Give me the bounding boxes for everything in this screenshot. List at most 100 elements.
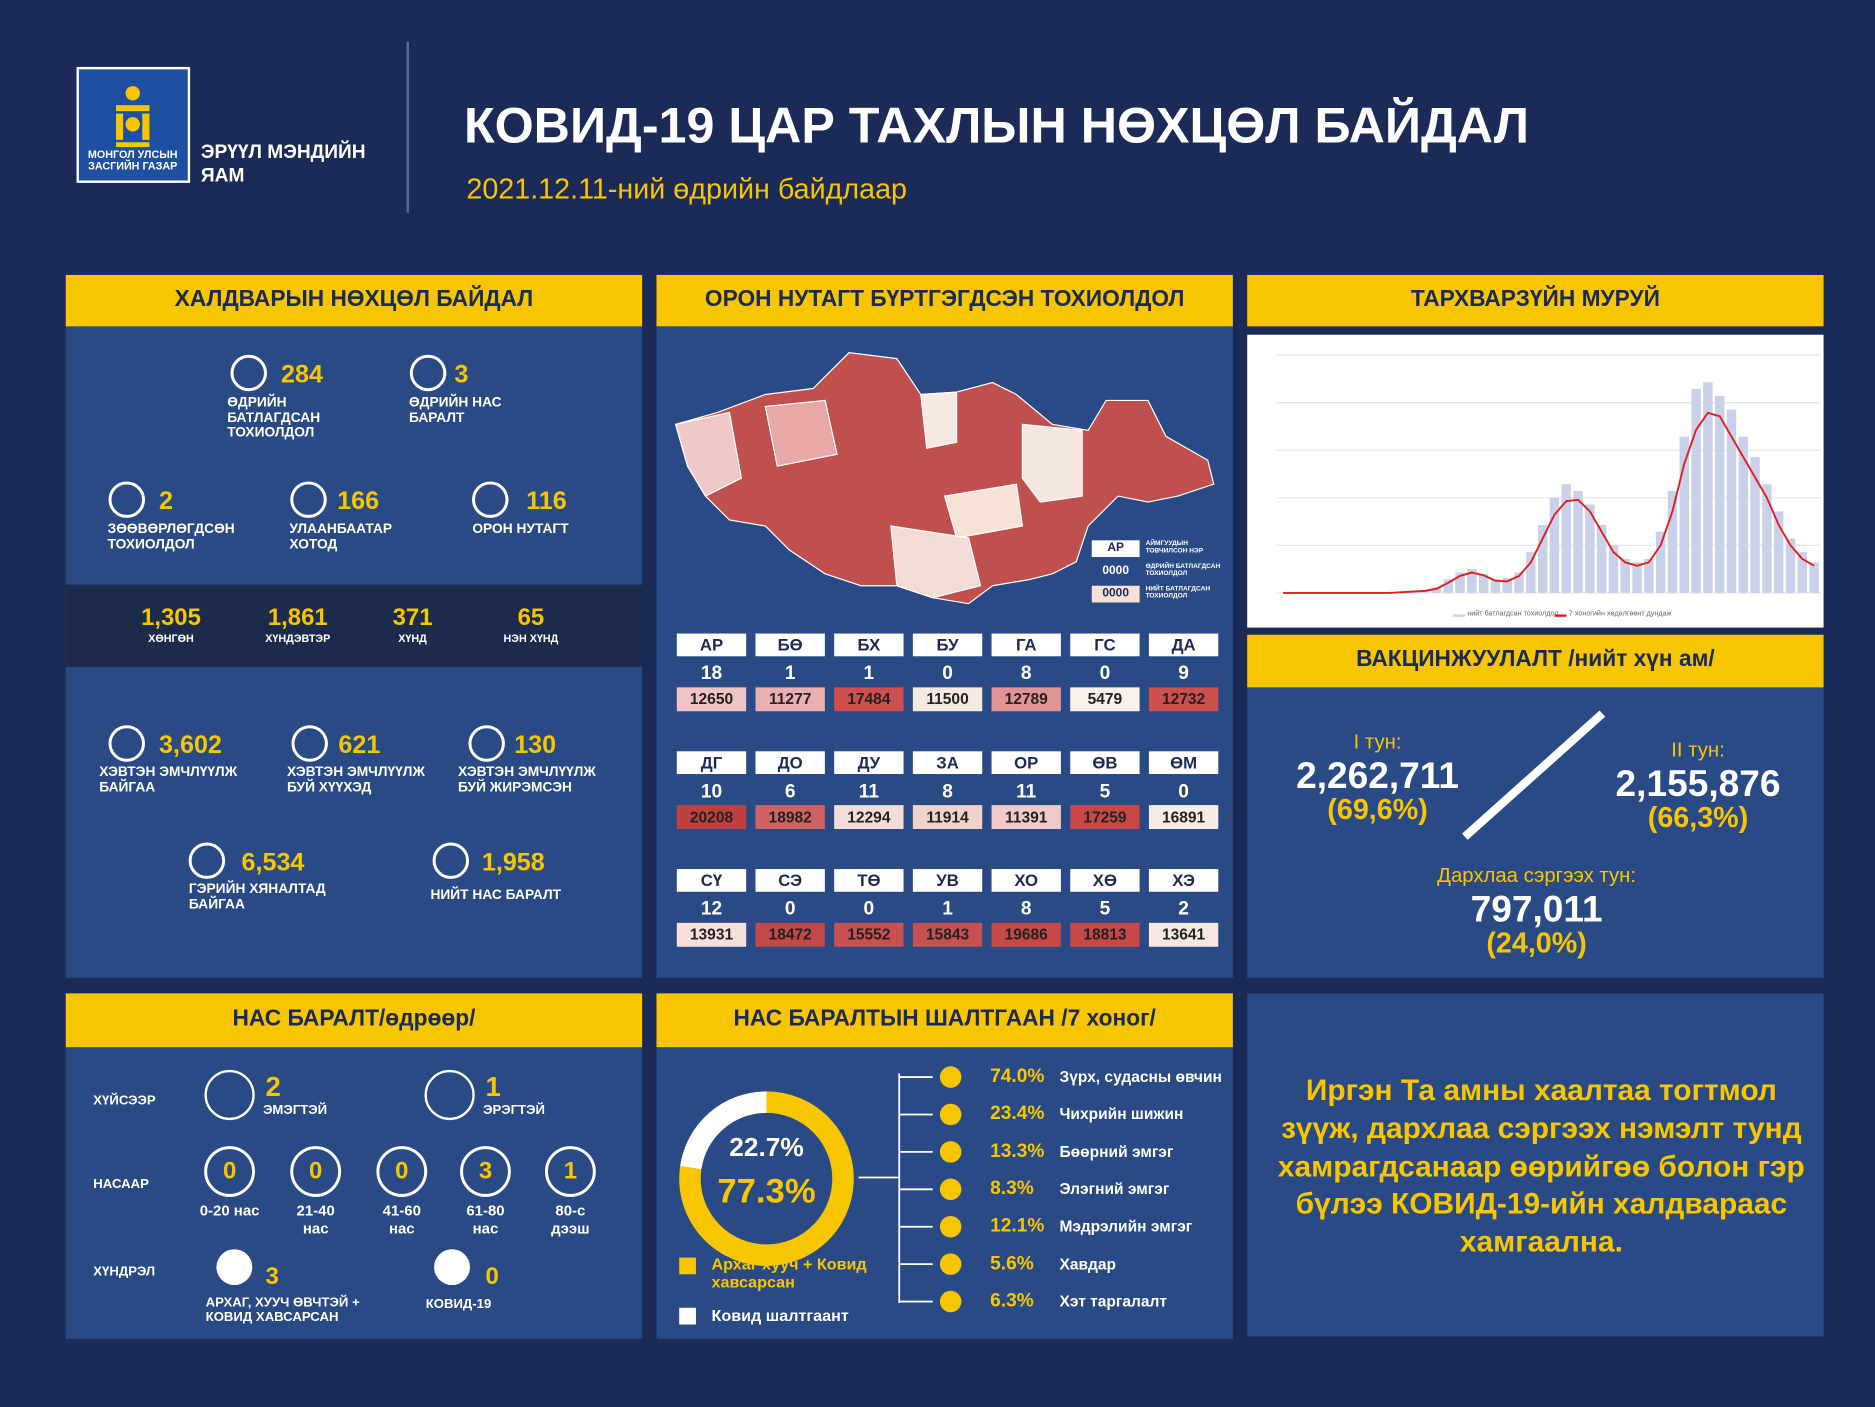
aimag-total-box (1148, 805, 1219, 830)
case-bar (1514, 572, 1524, 593)
cause-percent: 74.0% (990, 1066, 1045, 1087)
case-bar (1773, 511, 1784, 593)
stat-value: 621 (338, 731, 381, 760)
age-value: 0 (309, 1158, 323, 1185)
case-bar (1703, 382, 1713, 593)
aimag-daily: 0 (1099, 663, 1111, 684)
aimag-code: ӨВ (1092, 752, 1118, 772)
stat-label: ӨДРИЙН БАТЛАГДСАН ТОХИОЛДОЛ (227, 395, 321, 441)
aimag-code: БХ (857, 634, 881, 654)
age-circle (376, 1146, 428, 1197)
aimag-code-box (991, 751, 1061, 775)
case-bar (1762, 484, 1772, 593)
section-title: ХАЛДВАРЫН НӨХЦӨЛ БАЙДАЛ (174, 286, 534, 312)
aimag-total-box (1070, 922, 1140, 947)
severity-label: ХҮНД (398, 632, 427, 645)
aimag-total: 15552 (847, 925, 891, 944)
icon (188, 842, 226, 879)
cause-name: Зүрх, судасны өвчин (1059, 1067, 1222, 1086)
aimag-total-box (676, 805, 747, 830)
death-label: ЭРЭГТЭЙ (483, 1103, 545, 1118)
legend-code: 0000 (1102, 564, 1129, 578)
aimag-code: БУ (936, 634, 959, 654)
age-circle (460, 1146, 511, 1197)
case-bar (1596, 524, 1607, 593)
severity-value: 1,861 (267, 604, 328, 632)
legend-swatch (679, 1307, 696, 1325)
stat-label: ХЭВТЭН ЭМЧЛҮҮЛЖ БУЙ ХҮҮХЭД (286, 765, 425, 795)
aimag-daily: 1 (942, 898, 953, 920)
stat-label: УЛААНБААТАР ХОТОД (289, 522, 393, 552)
heart-icon (216, 1249, 253, 1286)
section-title: ТАРХВАРЗҮЙН МУРУЙ (1410, 286, 1660, 312)
age-label: 41-60 нас (382, 1202, 421, 1238)
section-title: ОРОН НУТАГТ БҮРТГЭГДСЭН ТОХИОЛДОЛ (704, 286, 1185, 312)
icon (108, 725, 145, 762)
aimag-code: ХО (1014, 870, 1039, 890)
age-value: 0 (222, 1158, 237, 1185)
cause-icon (939, 1178, 962, 1201)
stat-value: 1,958 (481, 848, 545, 877)
aimag-total: 11277 (768, 689, 812, 708)
death-value: 0 (485, 1263, 499, 1290)
cause-name: Элэгний эмгэг (1059, 1179, 1170, 1198)
icon (432, 842, 470, 879)
page-title: КОВИД-19 ЦАР ТАХЛЫН НӨХЦӨЛ БАЙДАЛ (463, 96, 1529, 154)
cause-percent: 6.3% (990, 1290, 1034, 1312)
aimag-code-box (991, 869, 1061, 892)
aimag-code-box (1070, 751, 1140, 775)
virus-icon (434, 1249, 470, 1286)
cause-icon (939, 1066, 962, 1088)
aimag-code-box (834, 751, 904, 775)
stat-value: 130 (514, 731, 557, 760)
cause-percent: 13.3% (990, 1141, 1045, 1162)
cause-icon (939, 1103, 962, 1126)
legend-label: 7 хоногийн хөдөлгөөнт дундаж (1568, 610, 1672, 619)
vaccine-percent: (66,3%) (1647, 802, 1749, 835)
case-bar (1478, 573, 1489, 593)
aimag-daily: 11 (858, 781, 879, 802)
legend-label: НИЙТ БАТЛАГДСАН ТОХИОЛДОЛ (1145, 585, 1211, 601)
age-value: 0 (395, 1158, 409, 1185)
aimag-daily: 11 (1016, 781, 1037, 802)
cause-name: Мэдрэлийн эмгэг (1059, 1217, 1193, 1236)
cause-name: Хэт таргалалт (1059, 1291, 1168, 1310)
legend-code: АР (1107, 541, 1124, 555)
cause-icon (939, 1215, 962, 1238)
vaccine-percent: (69,6%) (1327, 793, 1428, 827)
syringe (1462, 710, 1606, 840)
severity-label: НЭН ХҮНД (503, 632, 559, 645)
case-bar (1608, 545, 1619, 593)
death-label: КОВИД-19 (425, 1297, 492, 1312)
stat-label: НИЙТ НАС БАРАЛТ (430, 888, 562, 903)
case-bar (1573, 490, 1583, 593)
legend-box (1091, 540, 1140, 558)
section-title: ВАКЦИНЖУУЛАЛТ /нийт хүн ам/ (1356, 646, 1715, 672)
aimag-code: ЗА (936, 752, 959, 772)
map (674, 352, 1215, 605)
case-bar (1585, 504, 1595, 593)
icon (468, 725, 505, 762)
case-bar (1655, 531, 1666, 593)
person-icon (204, 1069, 255, 1121)
aimag-total: 18472 (768, 925, 812, 944)
aimag-code: ДУ (857, 752, 881, 772)
stat-label: ӨДРИЙН НАС БАРАЛТ (408, 395, 502, 426)
aimag-total: 5479 (1087, 689, 1123, 708)
case-bar (1750, 456, 1760, 593)
aimag-code-box (676, 751, 747, 775)
case-bar (1809, 562, 1819, 593)
aimag-total-box (755, 922, 825, 947)
death-label: АРХАГ, ХУУЧ ӨВЧТЭЙ + КОВИД ХАВСАРСАН (205, 1295, 360, 1325)
age-label: 80-с дээш (551, 1202, 590, 1238)
severity-value: 371 (392, 604, 433, 632)
case-bar (1632, 562, 1642, 593)
case-bar (1679, 436, 1689, 593)
age-value: 3 (478, 1158, 493, 1185)
stat-label: ГЭРИЙН ХЯНАЛТАД БАЙГАА (188, 882, 326, 912)
aimag-total: 15843 (925, 925, 970, 944)
stat-label: ХЭВТЭН ЭМЧЛҮҮЛЖ БАЙГАА (99, 765, 238, 795)
aimag-code-box (834, 633, 904, 657)
legend-label: Архаг хууч + Ковид хавсарсан (711, 1255, 867, 1291)
